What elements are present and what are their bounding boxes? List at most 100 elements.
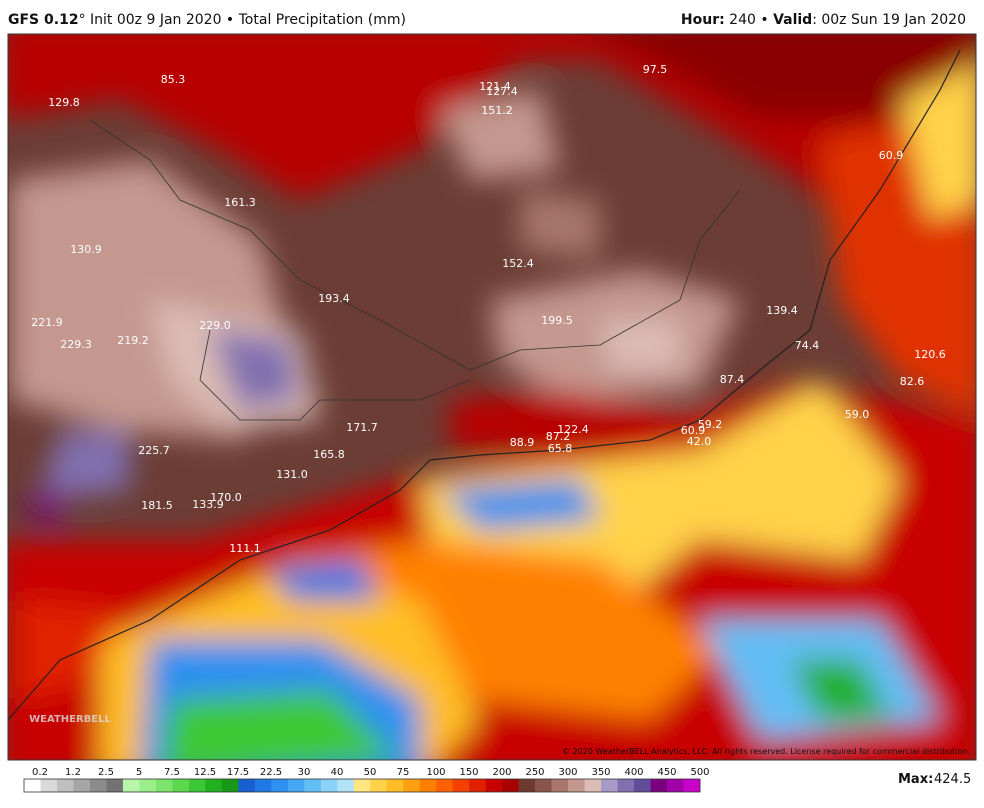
colorbar-swatch — [650, 779, 668, 792]
colorbar-tick-label: 7.5 — [164, 767, 180, 778]
colorbar-swatch — [172, 779, 190, 792]
colorbar-swatch — [584, 779, 602, 792]
precip-label: 221.9 — [31, 316, 63, 329]
precip-label: 59.0 — [845, 408, 870, 421]
colorbar-swatch — [535, 779, 552, 792]
header-left: GFS 0.12° Init 00z 9 Jan 2020 • Total Pr… — [8, 12, 406, 28]
colorbar-swatch — [287, 779, 305, 792]
colorbar-swatch — [403, 779, 421, 792]
colorbar-swatch — [122, 779, 140, 792]
precip-label: 133.9 — [192, 498, 224, 511]
colorbar-swatch — [155, 779, 173, 792]
colorbar-swatch — [221, 779, 239, 792]
precip-label: 97.5 — [643, 63, 668, 76]
precip-label: 59.2 — [698, 418, 723, 431]
colorbar-swatch — [386, 779, 404, 792]
hour-label: Hour: — [680, 12, 725, 28]
precip-label: 151.2 — [481, 104, 513, 117]
header-right: Hour: 240 • Valid: 00z Sun 19 Jan 2020 — [681, 12, 966, 28]
precip-label: 130.9 — [70, 243, 102, 256]
colorbar-swatch — [485, 779, 503, 792]
colorbar-swatch — [518, 779, 536, 792]
max-label: Max: — [898, 772, 933, 787]
precip-label: 229.0 — [199, 319, 231, 332]
colorbar-swatch — [89, 779, 107, 792]
colorbar-swatch — [238, 779, 256, 792]
colorbar-tick-label: 22.5 — [260, 767, 282, 778]
precip-label: 181.5 — [141, 499, 173, 512]
colorbar-tick-label: 350 — [591, 767, 610, 778]
colorbar-tick-label: 1.2 — [65, 767, 81, 778]
colorbar-tick-label: 250 — [525, 767, 544, 778]
colorbar-swatch — [205, 779, 223, 792]
colorbar-tick-label: 2.5 — [98, 767, 114, 778]
precip-label: 74.4 — [795, 339, 820, 352]
colorbar-swatch — [188, 779, 206, 792]
colorbar-swatch — [452, 779, 470, 792]
colorbar-tick-label: 100 — [426, 767, 445, 778]
colorbar: 0.2 1.2 2.5 5 7.5 12.5 17.5 22.5 30 40 50 75 100 150 2… — [23, 767, 710, 793]
precip-label: 82.6 — [900, 375, 925, 388]
precip-label: 170.0 — [210, 491, 242, 504]
precip-label: 219.2 — [117, 334, 149, 347]
copyright: © 2020 WeatherBELL Analytics, LLC. All r… — [562, 747, 970, 756]
colorbar-swatch — [337, 779, 355, 792]
colorbar-swatch — [139, 779, 157, 792]
colorbar-tick-label: 450 — [657, 767, 676, 778]
precip-label: 131.0 — [276, 468, 308, 481]
colorbar-swatch — [617, 779, 635, 792]
precip-label: 161.3 — [224, 196, 256, 209]
colorbar-swatch — [568, 779, 585, 792]
precip-label: 139.4 — [766, 304, 798, 317]
colorbar-swatch — [436, 779, 453, 792]
colorbar-tick-label: 12.5 — [194, 767, 216, 778]
precip-label: 85.3 — [161, 73, 186, 86]
colorbar-tick-label: 40 — [331, 767, 344, 778]
degree: ° — [78, 12, 86, 28]
precip-label: 152.4 — [502, 257, 534, 270]
max-value: 424.5 — [934, 772, 971, 787]
colorbar-swatch — [634, 779, 651, 792]
hour: 240 • — [729, 12, 769, 28]
colorbar-swatch — [469, 779, 486, 792]
colorbar-tick-label: 200 — [492, 767, 511, 778]
valid-label: Valid — [773, 12, 813, 28]
colorbar-swatch — [106, 779, 124, 792]
precip-label: 193.4 — [318, 292, 350, 305]
colorbar-swatch — [40, 779, 58, 792]
precip-label: 165.8 — [313, 448, 345, 461]
colorbar-frame — [23, 778, 701, 793]
precip-label: 60.9 — [681, 424, 706, 437]
precip-field — [8, 34, 976, 760]
precip-label: 225.7 — [138, 444, 170, 457]
colorbar-tick-label: 400 — [624, 767, 643, 778]
colorbar-tick-label: 30 — [298, 767, 311, 778]
precip-label: 120.6 — [914, 348, 946, 361]
precip-label: 60.9 — [879, 149, 904, 162]
colorbar-swatch — [601, 779, 618, 792]
colorbar-tick-label: 5 — [136, 767, 142, 778]
precip-label: 127.4 — [486, 85, 518, 98]
colorbar-swatch — [271, 779, 289, 792]
watermark: WEATHERBELL — [29, 714, 111, 725]
run: Init 00z 9 Jan 2020 • Total Precipitatio… — [90, 12, 406, 28]
colorbar-tick-label: 0.2 — [32, 767, 48, 778]
colorbar-tick-label: 50 — [364, 767, 377, 778]
precip-label: 199.5 — [541, 314, 573, 327]
colorbar-tick-label: 300 — [558, 767, 577, 778]
precip-label: 122.4 — [557, 423, 589, 436]
colorbar-swatch — [24, 779, 41, 792]
precip-label: 87.2 — [546, 430, 571, 443]
precip-label: 229.3 — [60, 338, 92, 351]
model: GFS 0.12 — [8, 12, 79, 28]
colorbar-swatch — [683, 779, 701, 792]
colorbar-swatch — [304, 779, 322, 792]
precip-label: 121.4 — [479, 80, 511, 93]
colorbar-swatch — [254, 779, 272, 792]
colorbar-swatch — [353, 779, 371, 792]
colorbar-swatch — [551, 779, 569, 792]
colorbar-swatch — [667, 779, 684, 792]
